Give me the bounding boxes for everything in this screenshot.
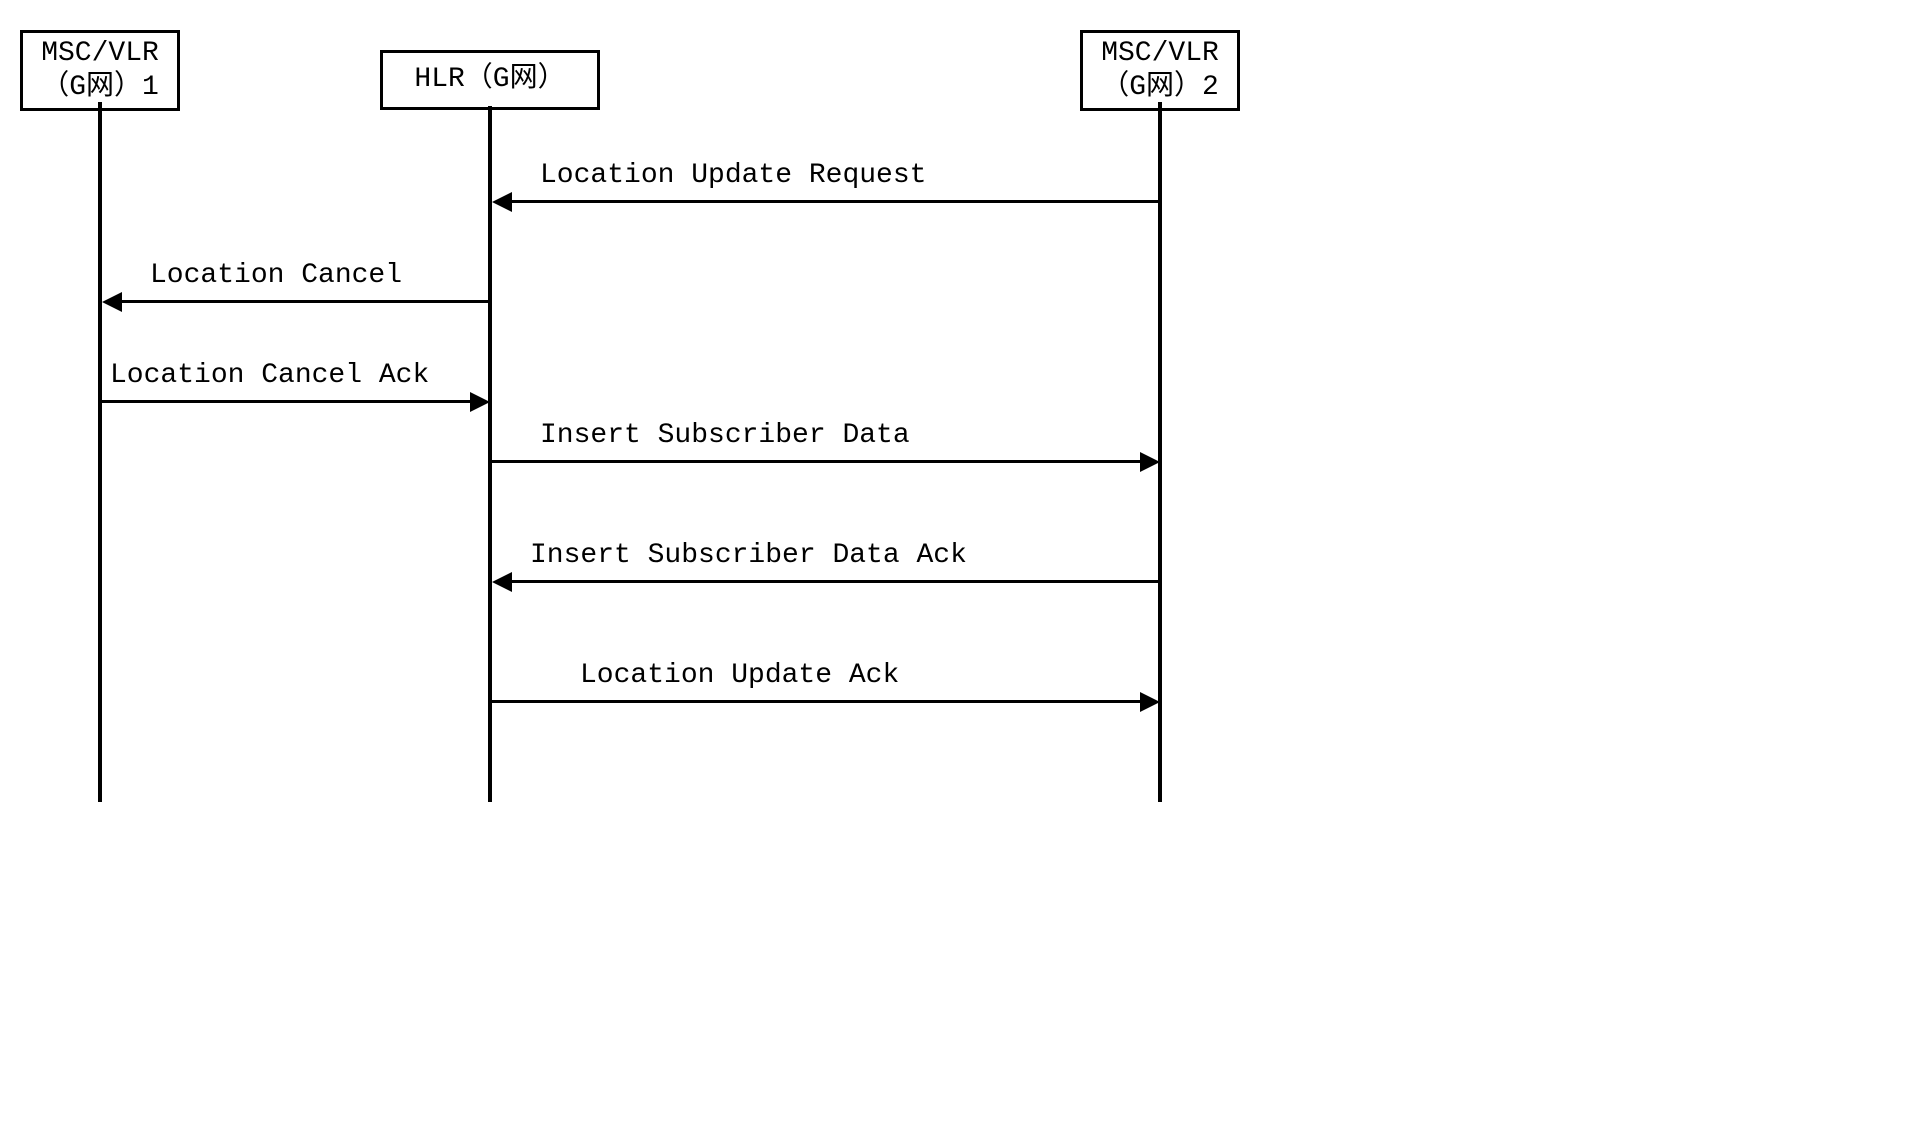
msg-arrow: [510, 200, 1160, 203]
participant-label: MSC/VLR: [41, 38, 159, 69]
sequence-diagram: MSC/VLR （G网）1 HLR（G网） MSC/VLR （G网）2 Loca…: [20, 20, 1420, 820]
arrow-head-icon: [1140, 452, 1160, 472]
participant-msc2: MSC/VLR （G网）2: [1080, 30, 1240, 111]
participant-msc1: MSC/VLR （G网）1: [20, 30, 180, 111]
lifeline-msc1: [98, 102, 102, 802]
participant-label: MSC/VLR: [1101, 38, 1219, 69]
msg-arrow: [492, 460, 1142, 463]
participant-hlr: HLR（G网）: [380, 50, 600, 110]
participant-sublabel: （G网）2: [1101, 72, 1219, 103]
msg-arrow: [120, 300, 490, 303]
arrow-head-icon: [1140, 692, 1160, 712]
msg-label-location-cancel: Location Cancel: [150, 260, 402, 291]
msg-label-location-update-ack: Location Update Ack: [580, 660, 899, 691]
msg-label-insert-subscriber-data-ack: Insert Subscriber Data Ack: [530, 540, 967, 571]
arrow-head-icon: [102, 292, 122, 312]
arrow-head-icon: [470, 392, 490, 412]
participant-label: HLR（G网）: [414, 64, 565, 95]
msg-arrow: [102, 400, 472, 403]
msg-label-location-cancel-ack: Location Cancel Ack: [110, 360, 429, 391]
arrow-head-icon: [492, 192, 512, 212]
arrow-head-icon: [492, 572, 512, 592]
participant-sublabel: （G网）1: [41, 72, 159, 103]
msg-arrow: [510, 580, 1160, 583]
msg-label-insert-subscriber-data: Insert Subscriber Data: [540, 420, 910, 451]
msg-arrow: [492, 700, 1142, 703]
msg-label-location-update-request: Location Update Request: [540, 160, 926, 191]
